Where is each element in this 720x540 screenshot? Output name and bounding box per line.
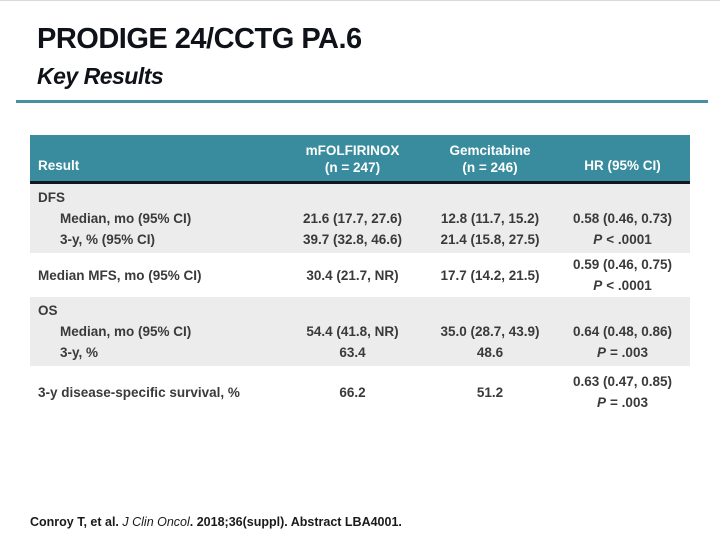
p-value: P < .0001 [593, 232, 652, 247]
table-row-dss: 3-y disease-specific survival, % 66.2 51… [30, 366, 690, 418]
table-row-mfs: Median MFS, mo (95% CI) 30.4 (21.7, NR) … [30, 253, 690, 297]
header-gemcitabine: Gemcitabine (n = 246) [449, 143, 531, 175]
table-row-os: OS Median, mo (95% CI) 3-y, % 54.4 (41.8… [30, 297, 690, 366]
slide-title: PRODIGE 24/CCTG PA.6 [37, 23, 362, 55]
title-divider-rule [16, 100, 708, 103]
results-table: Result mFOLFIRINOX (n = 247) Gemcitabine… [30, 135, 690, 418]
citation: Conroy T, et al. J Clin Oncol. 2018;36(s… [30, 515, 402, 529]
header-hr: HR (95% CI) [584, 158, 661, 173]
p-value: P = .003 [597, 345, 648, 360]
table-header-row: Result mFOLFIRINOX (n = 247) Gemcitabine… [30, 135, 690, 184]
row-group-label: DFS [38, 190, 65, 205]
p-value: P < .0001 [593, 278, 652, 293]
header-mfolfirinox: mFOLFIRINOX (n = 247) [305, 143, 400, 175]
slide-subtitle: Key Results [37, 63, 164, 89]
row-group-label: OS [38, 303, 58, 318]
table-row-dfs: DFS Median, mo (95% CI) 3-y, % (95% CI) … [30, 184, 690, 253]
journal-name: J Clin Oncol [122, 515, 190, 529]
p-value: P = .003 [597, 395, 648, 410]
header-result: Result [38, 158, 80, 173]
